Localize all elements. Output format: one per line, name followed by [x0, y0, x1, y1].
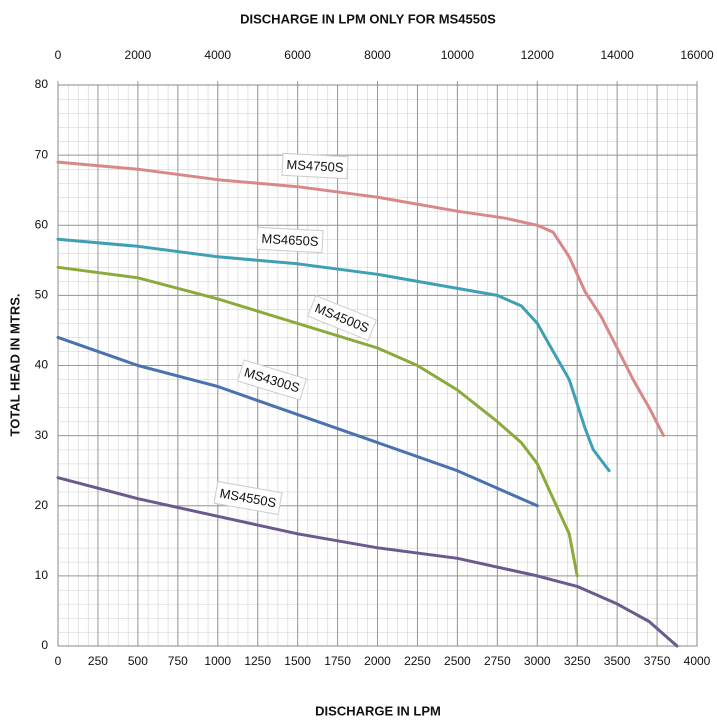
- y-tick-label: 40: [35, 358, 49, 372]
- x2-tick-label: 0: [55, 48, 62, 62]
- x2-tick-label: 4000: [204, 48, 231, 62]
- x-tick-label: 3750: [644, 654, 671, 668]
- series-label-text: MS4650S: [261, 231, 319, 249]
- x-tick-label: 3500: [604, 654, 631, 668]
- x2-tick-label: 8000: [364, 48, 391, 62]
- series-label-box: [256, 226, 324, 254]
- series-line: [56, 335, 539, 508]
- x-tick-label: 2250: [404, 654, 431, 668]
- series-label-box: [237, 359, 307, 401]
- x-axis-title: DISCHARGE IN LPM: [315, 703, 441, 718]
- series-line: [56, 160, 665, 438]
- x-tick-label: 1000: [204, 654, 231, 668]
- x-tick-label: 2750: [484, 654, 511, 668]
- series-label: MS4750S: [281, 152, 349, 180]
- x-tick-label: 1250: [244, 654, 271, 668]
- x-tick-label: 250: [88, 654, 108, 668]
- series-line: [56, 476, 679, 648]
- y-tick-label: 20: [35, 498, 49, 512]
- x2-tick-label: 16000: [680, 48, 714, 62]
- x-tick-label: 750: [168, 654, 188, 668]
- x2-tick-label: 12000: [521, 48, 555, 62]
- series-label-box: [213, 480, 283, 516]
- x2-tick-label: 6000: [284, 48, 311, 62]
- x2-tick-label: 14000: [600, 48, 634, 62]
- x-tick-label: 2500: [444, 654, 471, 668]
- series-label-box: [307, 294, 377, 342]
- y-tick-label: 30: [35, 428, 49, 442]
- series-label-box: [281, 152, 349, 180]
- series-line: [56, 237, 611, 473]
- x-tick-label: 3000: [524, 654, 551, 668]
- x-tick-label: 1750: [324, 654, 351, 668]
- y-tick-label: 60: [35, 217, 49, 231]
- y-tick-label: 70: [35, 147, 49, 161]
- plot-frame: [57, 84, 698, 647]
- x-tick-label: 2000: [364, 654, 391, 668]
- series-label: MS4650S: [256, 226, 324, 254]
- x-tick-label: 0: [55, 654, 62, 668]
- x2-tick-label: 2000: [125, 48, 152, 62]
- x-tick-label: 500: [128, 654, 148, 668]
- series-line: [56, 265, 579, 578]
- x-tick-label: 3250: [564, 654, 591, 668]
- x-tick-label: 4000: [684, 654, 711, 668]
- y-tick-label: 0: [41, 638, 48, 652]
- series-label-text: MS4750S: [286, 157, 344, 175]
- x2-axis-title: DISCHARGE IN LPM ONLY FOR MS4550S: [240, 11, 496, 26]
- y-tick-label: 10: [35, 568, 49, 582]
- y-axis-title: TOTAL HEAD IN MTRS.: [7, 294, 22, 437]
- y-tick-label: 50: [35, 288, 49, 302]
- x2-tick-label: 10000: [441, 48, 475, 62]
- y-tick-label: 80: [35, 77, 49, 91]
- x-tick-label: 1500: [284, 654, 311, 668]
